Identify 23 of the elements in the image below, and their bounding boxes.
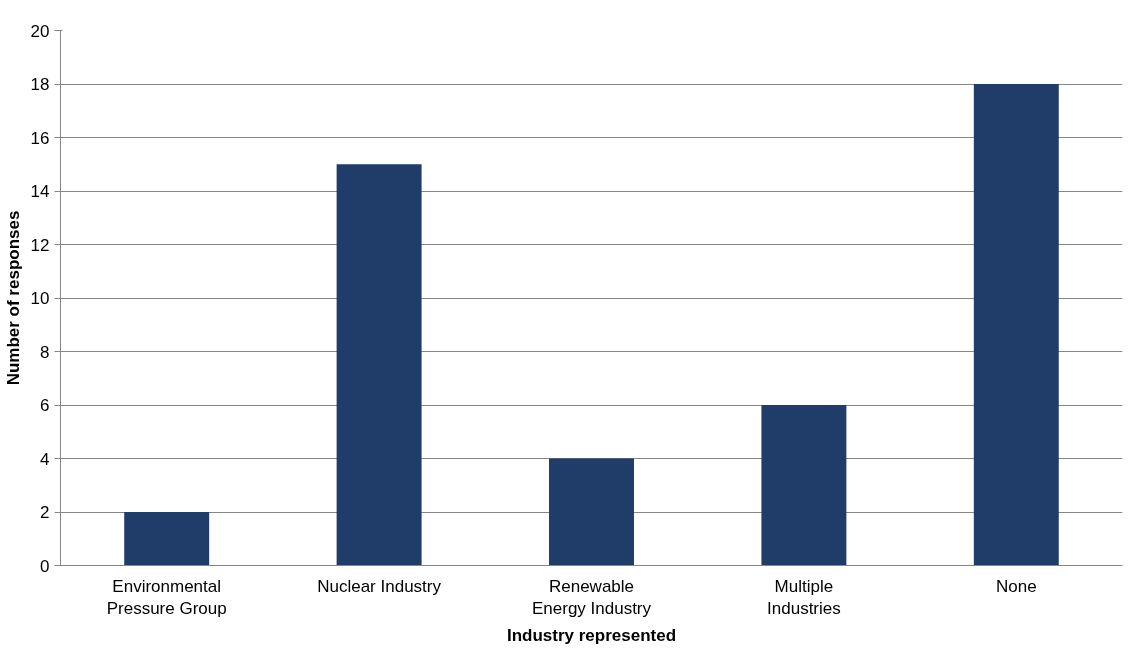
y-tick-label: 16 (30, 128, 50, 148)
y-tick-label: 20 (30, 21, 50, 41)
y-tick-label: 18 (30, 75, 50, 94)
x-tick-label: Environmental Pressure Group (106, 576, 227, 619)
y-tick-label: 14 (30, 182, 50, 201)
y-tick-label: 8 (40, 342, 50, 362)
bar (761, 405, 847, 566)
y-axis-title: Number of responses (3, 210, 23, 386)
bar (124, 512, 210, 566)
y-tick-label: 12 (30, 235, 50, 255)
x-tick-label: Multiple Industries (767, 576, 841, 619)
x-tick-label: None (995, 576, 1037, 596)
x-axis-title: Industry represented (506, 626, 677, 646)
y-tick-label: 0 (40, 556, 50, 576)
bar (336, 164, 422, 566)
y-tick-label: 2 (40, 503, 50, 522)
bar (549, 458, 634, 566)
y-tick-label: 10 (30, 289, 50, 308)
x-tick-label: Nuclear Industry (317, 576, 442, 596)
bar (973, 84, 1059, 566)
y-tick-label: 4 (40, 449, 50, 469)
x-tick-label: Renewable Energy Industry (531, 576, 652, 619)
y-tick-label: 6 (40, 396, 50, 415)
